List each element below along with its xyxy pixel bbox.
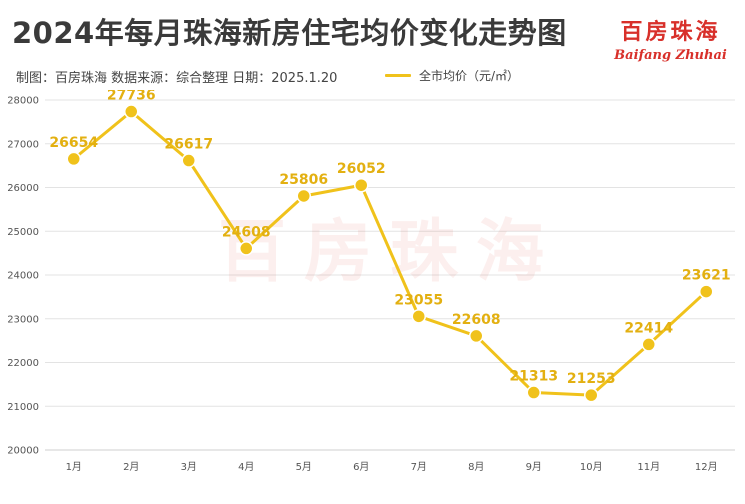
data-label: 22414	[624, 320, 673, 336]
chart-title: 2024年每月珠海新房住宅均价变化走势图	[12, 16, 567, 50]
x-tick-label: 2月	[123, 461, 139, 473]
data-label: 22608	[452, 312, 501, 328]
data-point	[354, 177, 369, 193]
data-point	[239, 241, 254, 256]
legend-swatch	[385, 74, 411, 77]
x-tick-label: 5月	[296, 461, 312, 473]
line-chart: 百房珠海 20000210002200023000240002500026000…	[7, 88, 735, 473]
y-tick-label: 25000	[7, 227, 39, 238]
data-point	[124, 104, 139, 119]
y-tick-label: 20000	[7, 446, 39, 457]
y-tick-label: 23000	[7, 314, 39, 325]
brand-logo: 百房珠海 Baifang Zhuhai	[608, 14, 733, 63]
data-point	[66, 151, 81, 167]
chart-area: 百房珠海 20000 21000 22000 23000 24000 25000 26000…	[0, 88, 745, 504]
data-point	[699, 284, 714, 299]
data-point	[526, 385, 541, 400]
x-tick-label: 1月	[66, 461, 82, 473]
x-tick-label: 4月	[238, 461, 254, 473]
data-label: 23621	[682, 268, 731, 284]
data-label: 21253	[567, 371, 616, 387]
data-labels: 26654 27736 26617 24608 25806 26052 23055 22608…	[49, 88, 731, 388]
chart-meta: 制图：百房珠海 数据来源：综合整理 日期：2025.1.20	[16, 71, 338, 86]
y-tick-label: 28000	[7, 96, 39, 107]
brand-name-en: Baifang Zhuhai	[614, 48, 727, 63]
y-tick-label: 21000	[7, 402, 39, 413]
data-point	[296, 188, 311, 204]
data-label: 25806	[279, 172, 328, 188]
data-point	[411, 309, 426, 324]
data-label: 23055	[394, 292, 443, 308]
x-tick-label: 3月	[181, 461, 197, 473]
data-point	[181, 153, 196, 168]
brand-name-cn: 百房珠海	[620, 19, 721, 45]
data-label: 26052	[337, 161, 386, 177]
gridlines	[45, 99, 735, 451]
data-point	[641, 337, 656, 352]
x-tick-label: 12月	[695, 461, 718, 473]
x-tick-label: 8月	[468, 461, 484, 473]
x-tick-label: 7月	[411, 461, 427, 473]
series-line-group	[72, 110, 708, 397]
data-point	[469, 328, 484, 344]
x-tick-label: 11月	[637, 461, 660, 473]
data-label: 26617	[164, 137, 213, 153]
legend: 全市均价（元/㎡）	[385, 67, 519, 84]
data-point	[584, 387, 599, 403]
series-line	[72, 110, 708, 397]
y-tick-label: 22000	[7, 358, 39, 369]
data-points	[66, 104, 714, 403]
legend-label: 全市均价（元/㎡）	[419, 69, 520, 83]
y-axis: 20000 21000 22000 23000 24000 25000 26000 27000…	[7, 96, 39, 457]
x-tick-label: 6月	[353, 461, 369, 473]
y-tick-label: 26000	[7, 183, 39, 194]
data-label: 26654	[49, 135, 98, 151]
y-tick-label: 27000	[7, 139, 39, 150]
x-tick-label: 9月	[526, 461, 542, 473]
data-label: 27736	[107, 90, 156, 104]
data-label: 21313	[509, 369, 558, 385]
x-tick-label: 10月	[580, 461, 603, 473]
x-axis: 1月 2月 3月 4月 5月 6月 7月 8月 9月 10月 11月 12月	[45, 449, 735, 473]
data-label: 24608	[222, 224, 271, 240]
y-tick-label: 24000	[7, 271, 39, 282]
